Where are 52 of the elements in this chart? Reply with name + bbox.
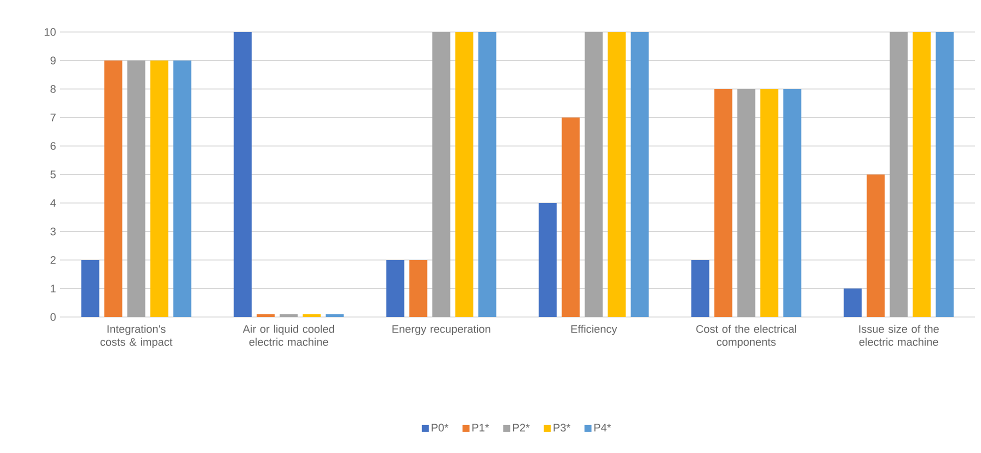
bar [455, 32, 474, 317]
x-tick-label: Efficiency [571, 324, 618, 336]
bar [737, 88, 756, 317]
legend-label: P3* [554, 424, 570, 432]
bar [150, 60, 168, 317]
y-tick-label: 0 [50, 313, 56, 321]
y-tick-label: 10 [44, 28, 56, 36]
bar [538, 202, 557, 317]
bar [386, 260, 404, 317]
bar [562, 117, 580, 317]
bar [478, 32, 496, 317]
y-tick-label: 5 [50, 170, 56, 178]
bar [326, 314, 344, 317]
legend-label: P0* [432, 424, 448, 432]
bar [81, 260, 100, 317]
bar [173, 60, 192, 317]
bar [256, 314, 275, 317]
legend-label: P4* [594, 424, 611, 432]
x-tick-label: Air or liquid cooled electric machine [242, 324, 334, 346]
bar [608, 32, 626, 317]
bar [866, 174, 885, 317]
bar [912, 32, 931, 317]
legend-label: P2* [513, 424, 530, 432]
x-tick-label: Energy recuperation [392, 324, 490, 336]
y-tick-label: 6 [50, 142, 56, 150]
bar [432, 32, 450, 317]
bar [584, 32, 603, 317]
bar [783, 88, 802, 317]
y-tick-label: 3 [50, 228, 56, 236]
bar [936, 32, 954, 317]
bar [714, 88, 732, 317]
y-tick-label: 4 [50, 199, 56, 207]
bar [302, 314, 321, 317]
bar [409, 260, 428, 317]
bar [630, 32, 649, 317]
bar [844, 288, 862, 317]
x-tick-label: Integration's costs & impact [100, 324, 172, 348]
bar [234, 32, 252, 317]
y-tick-label: 2 [50, 256, 56, 264]
bar [280, 314, 298, 317]
bar [890, 32, 908, 317]
bar [104, 60, 122, 317]
bar [127, 60, 146, 317]
bar [760, 88, 778, 317]
x-tick-label: Cost of the electrical components [696, 324, 796, 348]
x-tick-label: Issue size of the electric machine [859, 324, 939, 346]
y-tick-label: 8 [50, 85, 56, 93]
bar [691, 260, 710, 317]
y-tick-label: 9 [50, 56, 56, 64]
legend-label: P1* [472, 424, 490, 432]
y-tick-label: 7 [50, 114, 56, 122]
y-tick-label: 1 [50, 284, 56, 292]
